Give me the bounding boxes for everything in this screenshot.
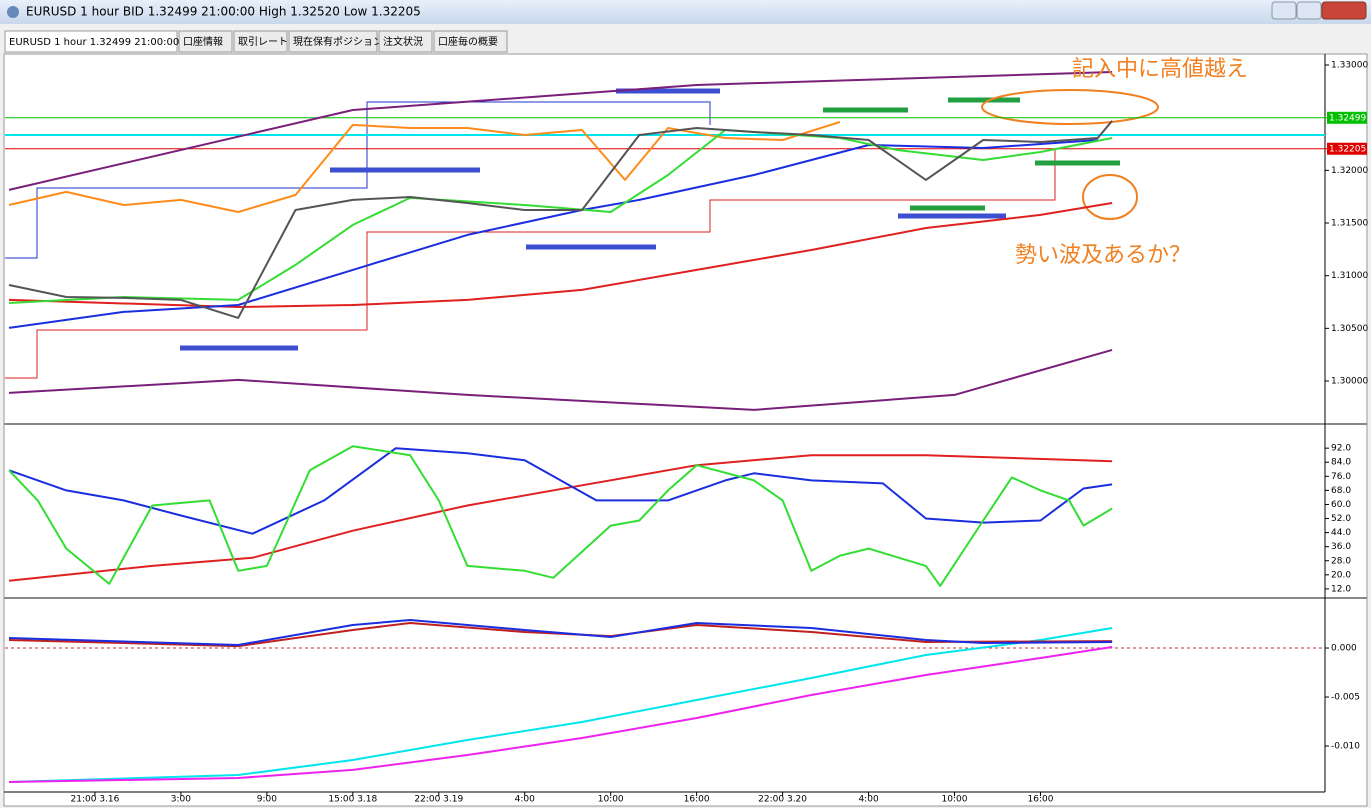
y-tick-label: 36.0 [1331,542,1351,552]
annotation: 勢い波及あるか？ [1015,243,1191,268]
chart-area [3,53,1368,807]
y-tick-label: 28.0 [1331,556,1351,566]
y-tick-label: 0.000 [1331,644,1357,654]
y-tick-label: 92.0 [1331,444,1351,454]
tab-label[interactable]: 取引レート [238,36,288,48]
series-line [8,121,841,213]
x-tick-label: 4:00 [858,795,878,805]
y-tick-label: 44.0 [1331,528,1351,538]
tab[interactable] [233,30,288,53]
series-line [8,646,1113,783]
series-line [8,454,1113,582]
annotation: 記入中に高値越え [1072,57,1248,82]
app-icon [7,6,19,18]
minimize-button[interactable] [1271,1,1297,20]
x-tick-label: 22:00 3.19 [414,795,463,805]
x-tick-label: 9:00 [257,795,277,805]
y-tick-label: 12.0 [1331,584,1351,594]
y-tick-label: 1.30500 [1331,324,1368,334]
y-tick-label: 76.0 [1331,472,1351,482]
window-title: EURUSD 1 hour BID 1.32499 21:00:00 High … [26,5,421,19]
title-bar [0,0,1371,24]
y-tick-label: 1.33000 [1331,61,1368,71]
x-tick-label: 10:00 [598,795,624,805]
y-tick-label: 1.31500 [1331,219,1368,229]
tab-label[interactable]: 口座情報 [183,35,223,48]
series-line [8,447,1113,535]
x-tick-label: 15:00 3.18 [328,795,377,805]
range-box [5,101,711,259]
y-tick-label: 68.0 [1331,486,1351,496]
price-tag-label: 1.32205 [1329,144,1366,154]
y-tick-label: 1.30000 [1331,377,1368,387]
x-tick-label: 22:00 3.20 [758,795,807,805]
y-tick-label: -0.005 [1331,693,1360,703]
x-tick-label: 3:00 [171,795,191,805]
price-tag-label: 1.32499 [1329,113,1366,123]
series-line [8,120,1113,319]
close-button[interactable] [1321,1,1367,20]
x-tick-label: 21:00 3.16 [71,795,120,805]
y-tick-label: 1.31000 [1331,271,1368,281]
drawings [5,88,1159,379]
y-tick-label: -0.010 [1331,742,1360,752]
x-tick-label: 4:00 [515,795,535,805]
y-tick-label: 84.0 [1331,458,1351,468]
price-tag [1327,111,1367,124]
series-line [8,627,1113,783]
y-tick-label: 60.0 [1331,500,1351,510]
tab[interactable] [378,30,433,53]
y-tick-label: 1.32000 [1331,166,1368,176]
tab-label[interactable]: 注文状況 [383,35,423,48]
range-box [5,148,1056,379]
price-tag [1327,142,1367,155]
x-tick-label: 10:00 [942,795,968,805]
series-line [8,619,1113,646]
tab-label[interactable]: EURUSD 1 hour 1.32499 21:00:00 [9,37,179,48]
x-tick-label: 16:00 [684,795,710,805]
tab[interactable] [4,30,178,53]
tab[interactable] [178,30,233,53]
series-line [8,129,1113,304]
tab[interactable] [433,30,508,53]
tab[interactable] [288,30,378,53]
tab-label[interactable]: 現在保有ポジション [293,35,383,48]
series-line [8,348,1113,411]
tab-label[interactable]: 口座毎の概要 [438,35,498,48]
y-tick-label: 52.0 [1331,514,1351,524]
restore-button[interactable] [1296,1,1322,20]
y-tick-label: 20.0 [1331,570,1351,580]
series-line [8,445,1113,587]
series-line [8,71,1113,191]
series-line [8,202,1113,308]
x-tick-label: 16:00 [1028,795,1054,805]
highlight-ellipse [981,89,1159,125]
highlight-ellipse [1082,174,1138,220]
